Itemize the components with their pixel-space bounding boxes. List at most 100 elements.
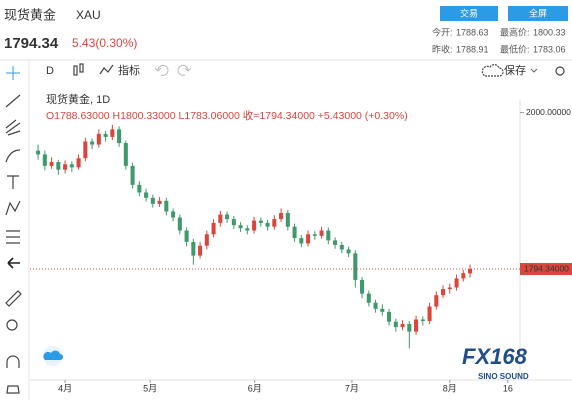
candle-body (414, 319, 419, 332)
lock-tool[interactable] (6, 385, 20, 394)
candle-body (76, 158, 81, 168)
candle-body (312, 234, 317, 236)
candle-body (292, 226, 297, 239)
candle-body (299, 238, 304, 244)
candle-body (36, 150, 41, 155)
candle-body (380, 308, 385, 312)
indicator-button[interactable]: 指标 (118, 63, 140, 77)
instrument-name: 现货黄金 (4, 7, 56, 22)
indicator-icon[interactable] (99, 64, 114, 75)
measure-tool[interactable] (6, 230, 20, 244)
ruler-tool[interactable] (5, 290, 22, 307)
candle-body (130, 165, 135, 185)
candle-body (373, 302, 378, 309)
candle-body (225, 214, 230, 220)
candle-body (150, 197, 155, 204)
candle-body (339, 244, 344, 250)
candle-body (42, 154, 47, 166)
candle-body (184, 230, 189, 242)
brush-tool[interactable] (5, 149, 21, 163)
x-tick-label: 5月 (143, 383, 157, 393)
redo-icon[interactable] (177, 64, 192, 76)
candle-body (137, 184, 142, 193)
candle-body (211, 222, 216, 235)
candle-body (90, 141, 95, 145)
stat-label: 昨收: (432, 43, 453, 54)
candle-body (49, 162, 54, 166)
candle-body (56, 162, 61, 170)
candle-body (238, 225, 243, 229)
crosshair-tool[interactable] (6, 66, 20, 80)
stat-label: 今开: (432, 26, 453, 37)
candle-body (387, 311, 392, 322)
candle-body (157, 200, 162, 204)
save-button[interactable]: 保存 (504, 63, 526, 77)
instrument-code: XAU (76, 8, 101, 22)
interval-button[interactable]: D (46, 65, 54, 77)
fullscreen-label[interactable]: 全屏 (529, 7, 547, 18)
cloud-badge (43, 346, 63, 366)
candle-body (447, 287, 452, 290)
candle-body (164, 200, 169, 212)
fullscreen-button[interactable] (508, 6, 568, 21)
x-tick-label: 16 (503, 383, 513, 393)
candle-body (333, 240, 338, 245)
stat-value: 1788.91 (456, 44, 489, 54)
stat-value: 1788.63 (456, 27, 489, 37)
last-price-tag (520, 263, 572, 276)
x-tick-label: 6月 (248, 383, 262, 393)
stat-label: 最高价: (500, 26, 530, 37)
candle-body (272, 219, 277, 227)
candle-body (441, 289, 446, 296)
magnet-tool[interactable] (6, 355, 20, 368)
trade-label[interactable]: 交易 (460, 7, 478, 18)
text-tool[interactable] (7, 175, 19, 189)
candle-body (110, 129, 115, 137)
trade-button[interactable] (440, 6, 498, 21)
pattern-tool[interactable] (5, 200, 21, 216)
candle-body (279, 213, 284, 220)
line-tool[interactable] (5, 94, 21, 108)
candle-type-icon[interactable] (73, 63, 84, 76)
candle-body (177, 217, 182, 231)
candle-body (63, 164, 68, 170)
candle-body (265, 222, 270, 227)
candle-body (306, 234, 311, 244)
candle-body (171, 211, 176, 218)
candle-body (400, 324, 405, 328)
candle-body (393, 321, 398, 328)
ohlc-legend: O1788.63000 H1800.33000 L1783.06000 收=17… (46, 109, 408, 122)
candle-body (103, 133, 108, 137)
stat-label: 最低价: (500, 43, 530, 54)
candle-body (231, 219, 236, 226)
cloud-icon[interactable] (481, 64, 504, 77)
candle-body (468, 269, 473, 274)
back-tool[interactable] (7, 257, 20, 269)
settings-icon[interactable] (555, 66, 565, 76)
stat-value: 1783.06 (533, 44, 566, 54)
last-price-label: 1794.34000 (524, 263, 569, 273)
candle-body (83, 141, 88, 159)
candle-body (69, 164, 74, 168)
candle-body (346, 249, 351, 254)
chart-legend-title: 现货黄金, 1D (46, 92, 110, 106)
stat-value: 1800.33 (533, 27, 566, 37)
candle-body (454, 278, 459, 288)
undo-icon[interactable] (154, 64, 169, 76)
zoom-tool[interactable] (6, 319, 18, 331)
x-tick-label: 4月 (58, 383, 72, 393)
watermark-brand: FX168 (462, 344, 528, 369)
candle-body (144, 192, 149, 198)
dropdown-icon[interactable] (530, 68, 538, 73)
fib-tool[interactable] (5, 119, 21, 136)
candle-body (407, 324, 412, 332)
candle-body (434, 295, 439, 307)
candle-body (245, 228, 250, 231)
candle-body (285, 213, 290, 227)
candle-body (96, 133, 101, 145)
candle-body (198, 245, 203, 256)
candle-body (461, 273, 466, 279)
candle-body (117, 129, 122, 144)
candle-body (218, 214, 223, 223)
